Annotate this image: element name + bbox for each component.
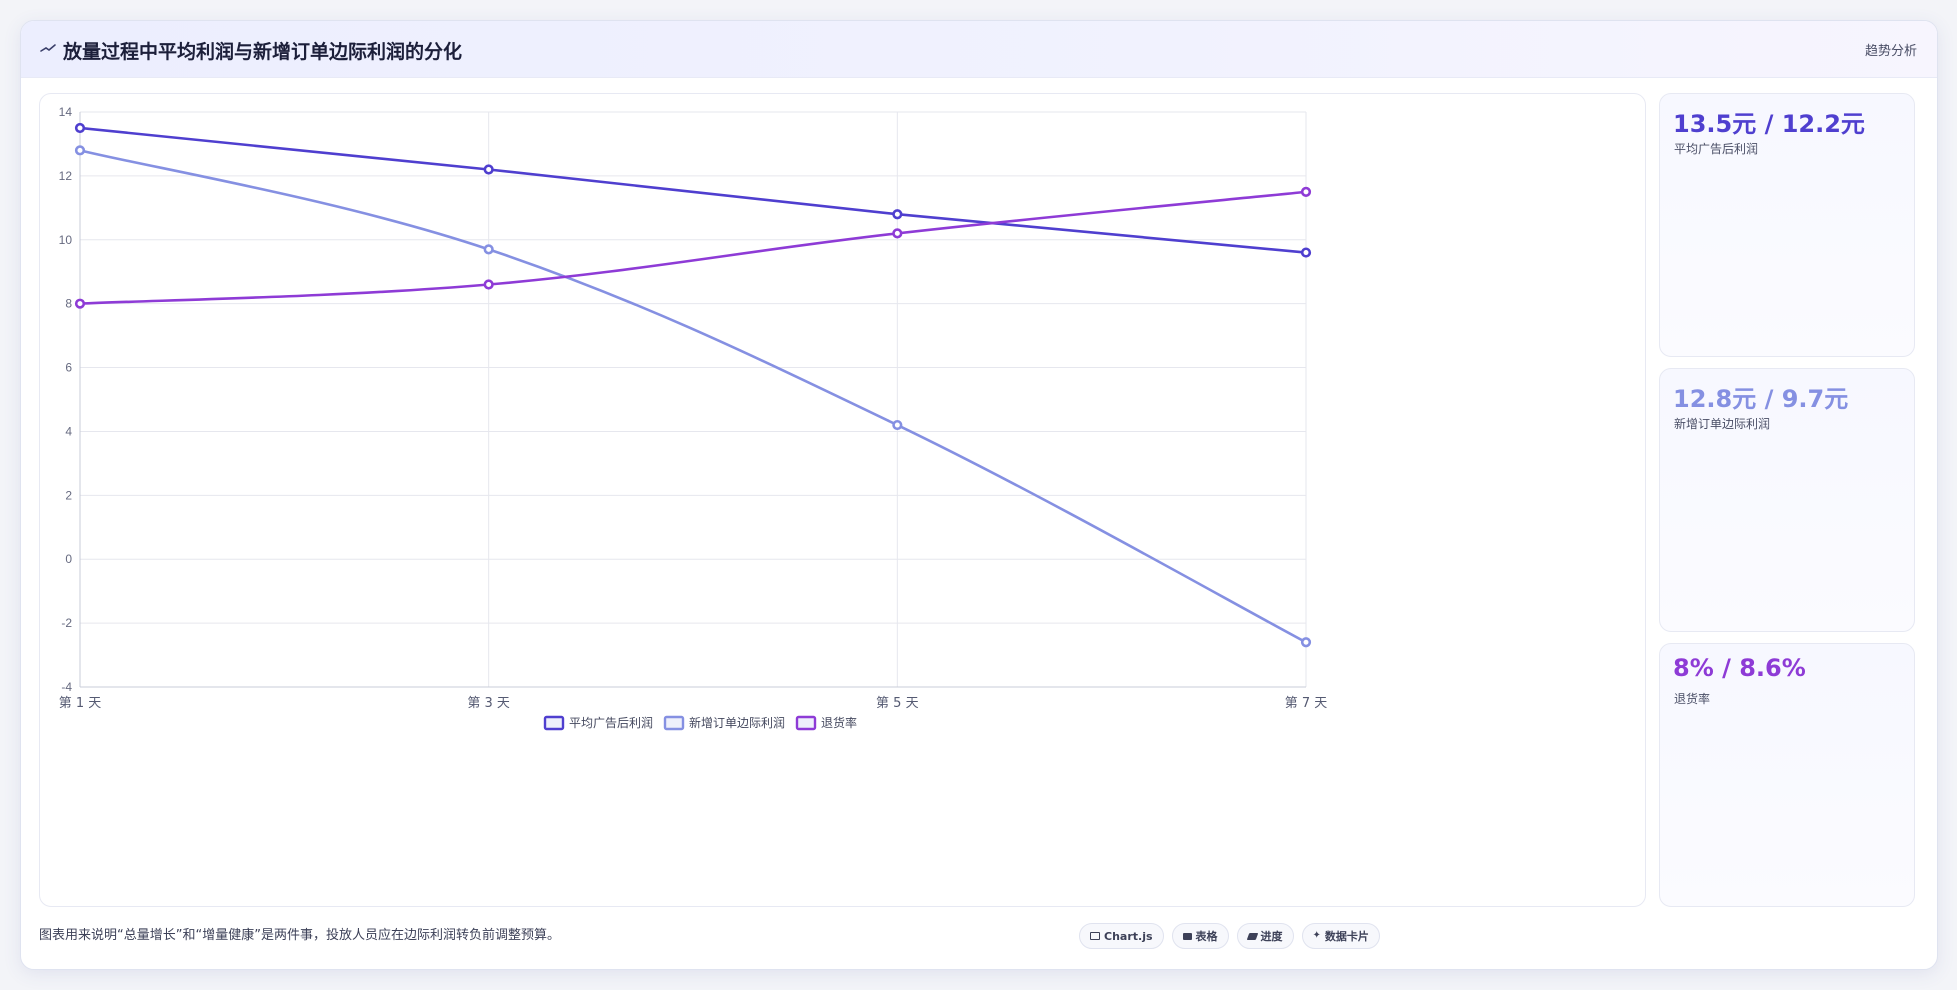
- chip-data-card[interactable]: ✦ 数据卡片: [1301, 923, 1380, 949]
- series-line-2: [79, 149, 1307, 644]
- chip-chartjs[interactable]: Chart.js: [1079, 923, 1164, 949]
- y-tick-label: 6: [65, 361, 72, 375]
- card-header: 放量过程中平均利润与新增订单边际利润的分化 趋势分析: [21, 21, 1937, 78]
- y-tick-label: 8: [65, 297, 72, 311]
- chip-label: Chart.js: [1104, 929, 1153, 943]
- y-tick-label: 10: [59, 233, 73, 247]
- chip-table[interactable]: 表格: [1171, 923, 1229, 949]
- y-tick-label: 0: [65, 552, 72, 566]
- data-point: [483, 164, 494, 175]
- data-point: [74, 145, 86, 156]
- x-tick-label: 第 7 天: [1285, 696, 1328, 711]
- legend-label: 新增订单边际利润: [689, 715, 785, 730]
- stat-label: 退货率: [1674, 692, 1711, 706]
- table-icon: [1182, 932, 1192, 940]
- stat-label: 平均广告后利润: [1674, 142, 1759, 156]
- sparkle-icon: ✦: [1312, 930, 1321, 941]
- stat-card-marginal-profit: 12.8元 / 9.7元 新增订单边际利润: [1659, 368, 1915, 632]
- chip-progress[interactable]: 进度: [1236, 923, 1294, 949]
- stat-card-return-rate: 8% / 8.6% 退货率: [1659, 643, 1915, 907]
- stat-value: 12.8元 / 9.7元: [1673, 385, 1849, 413]
- legend-label: 平均广告后利润: [569, 716, 653, 730]
- series-line-3: [79, 190, 1307, 305]
- progress-icon: [1246, 932, 1258, 940]
- data-point: [74, 298, 86, 309]
- data-point: [74, 122, 86, 134]
- stat-label: 新增订单边际利润: [1674, 417, 1771, 431]
- legend-swatch: [663, 715, 685, 731]
- stat-card-avg-profit: 13.5元 / 12.2元 平均广告后利润: [1659, 93, 1915, 357]
- y-tick-label: 2: [65, 488, 72, 502]
- series-line-1: [79, 126, 1307, 254]
- legend-swatch: [795, 715, 817, 731]
- data-point: [483, 279, 494, 290]
- legend-label: 退货率: [821, 715, 857, 730]
- chart-card: 放量过程中平均利润与新增订单边际利润的分化 趋势分析 -4 -2 0 2 4 6 8 10 12…: [20, 20, 1938, 970]
- x-tick-label: 第 5 天: [876, 696, 919, 711]
- data-point: [1300, 637, 1312, 648]
- legend-swatch: [543, 715, 565, 731]
- chart-footnote: 图表用来说明“总量增长”和“增量健康”是两件事，投放人员应在边际利润转负前调整预…: [39, 928, 560, 943]
- page-title: 放量过程中平均利润与新增订单边际利润的分化: [63, 41, 463, 63]
- trend-line-icon: [40, 44, 56, 52]
- stat-value: 8% / 8.6%: [1673, 654, 1806, 682]
- stat-value: 13.5元 / 12.2元: [1673, 110, 1865, 138]
- data-point: [483, 244, 494, 255]
- data-point: [892, 419, 903, 431]
- y-tick-label: 4: [65, 424, 72, 438]
- line-chart-panel: -4 -2 0 2 4 6 8 10 12 14 第 1 天 第 3 天 第 5 天 第 7 天平均广告后…: [39, 93, 1646, 907]
- header-tag: 趋势分析: [1864, 44, 1917, 59]
- x-tick-label: 第 3 天: [467, 696, 510, 711]
- y-tick-label: 14: [59, 105, 73, 119]
- chip-label: 进度: [1260, 930, 1283, 943]
- y-tick-label: -2: [61, 616, 72, 630]
- x-tick-label: 第 1 天: [59, 696, 102, 711]
- data-point: [1300, 186, 1312, 197]
- tech-chips: Chart.js 表格 进度 ✦ 数据卡片: [1079, 923, 1380, 949]
- chip-label: 数据卡片: [1324, 930, 1369, 943]
- y-tick-label: -4: [61, 680, 72, 694]
- chart-icon: [1090, 932, 1100, 940]
- data-point: [892, 209, 903, 220]
- data-point: [892, 228, 903, 239]
- y-tick-label: 12: [59, 169, 73, 183]
- data-point: [1300, 247, 1312, 258]
- chip-label: 表格: [1195, 930, 1218, 943]
- line-chart: -4 -2 0 2 4 6 8 10 12 14 第 1 天 第 3 天 第 5 天 第 7 天平均广告后…: [59, 105, 1328, 731]
